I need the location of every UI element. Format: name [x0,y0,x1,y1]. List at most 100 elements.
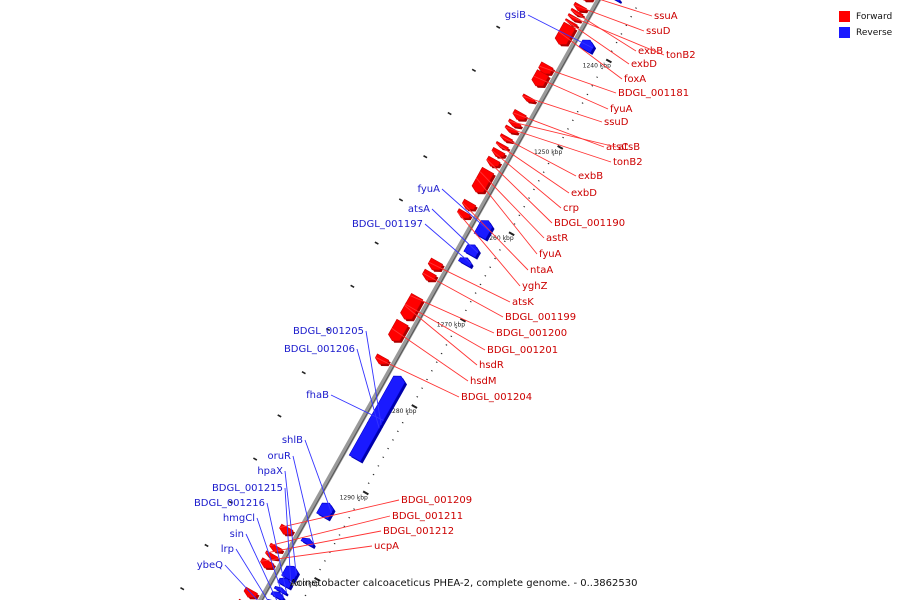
scale-label: 1240 kbp [583,62,611,69]
forward-gene-arrow [570,7,584,17]
scale-label: 1260 kbp [485,235,513,242]
forward-gene-label: BDGL_001209 [401,495,472,506]
forward-label-connector [457,211,521,287]
legend-label-reverse: Reverse [856,27,893,38]
minor-tick [625,24,628,27]
minor-tick [445,344,448,346]
minor-tick [324,560,326,562]
forward-gene-label: BDGL_001212 [383,526,454,537]
major-tick [508,231,515,237]
backbone-line [257,0,602,600]
forward-gene-arrow [461,198,477,210]
legend-label-forward: Forward [856,11,893,22]
reverse-gene-shadow [614,0,623,4]
forward-gene-label: BDGL_001190 [554,218,625,229]
reverse-label-connector [284,487,292,586]
forward-gene-label: fyuA [610,104,633,115]
forward-gene-label: hsdM [470,376,497,387]
reverse-label-connector [365,330,382,425]
reverse-gene-label: oruR [267,451,291,462]
minor-tick [396,430,399,433]
forward-gene-arrow [374,353,390,365]
minor-tick [489,266,492,268]
minor-tick [319,568,321,571]
minor-tick [552,154,555,156]
forward-label-connector [479,171,545,239]
forward-label-connector [375,356,460,398]
reverse-label-connector [284,470,297,576]
reverse-gene-label: fyuA [418,184,441,195]
reverse-swatch [839,27,850,38]
minor-tick [610,50,613,53]
forward-label-connector [422,272,504,318]
minor-tick [620,33,623,35]
reverse-gene-arrow [273,586,287,595]
reverse-gene-label: hmgCl [223,513,255,524]
forward-gene-label: tonB2 [666,50,696,61]
forward-gene-label: atsB [618,142,640,153]
forward-label-connector [279,499,400,528]
minor-tick [513,223,516,225]
forward-gene-arrow [538,61,554,75]
minor-tick [537,179,540,182]
backbone-edge [261,0,601,600]
forward-label-connector [405,303,486,351]
minor-tick [576,110,579,113]
minor-tick [567,128,569,130]
forward-gene-label: crp [563,203,579,214]
forward-label-connector [600,0,653,17]
forward-label-connector [391,328,469,382]
scale-label: 1280 kbp [388,408,416,415]
reverse-gene-label: BDGL_001216 [194,498,265,509]
reverse-gene-label: fhaB [306,390,329,401]
forward-label-connector [462,202,529,271]
genome-backbone [257,0,602,600]
forward-label-connector [570,9,637,52]
minor-tick [377,465,380,467]
minor-tick [440,352,443,355]
reverse-label-connector [256,517,285,599]
minor-tick [615,41,618,44]
forward-gene-arrow [508,118,522,128]
minor-tick [586,93,589,96]
major-tick [314,576,321,582]
reverse-label-connector [245,533,278,600]
forward-label-connector [504,126,612,163]
scale-label: 1250 kbp [534,149,562,156]
minor-tick [499,249,501,251]
minor-tick [528,197,530,199]
forward-label-connector [533,75,609,110]
minor-tick [635,7,637,9]
minor-tick [464,309,467,312]
minor-tick [430,370,433,372]
minor-tick [533,188,535,191]
major-tick [362,490,369,496]
reverse-gene-arrow [463,244,480,259]
minor-tick [401,421,404,424]
forward-gene-label: ssuD [604,117,629,128]
feature-tick [204,543,209,548]
forward-gene-label: ssuA [654,11,678,22]
forward-label-connector [486,159,553,224]
reverse-gene-label: sin [230,529,244,540]
forward-gene-label: exbD [631,59,657,70]
feature-tick [374,241,379,245]
forward-gene-label: ntaA [530,265,553,276]
minor-tick [421,387,424,389]
minor-tick [333,542,336,545]
forward-gene-arrow [531,69,550,87]
minor-tick [367,482,370,484]
forward-gene-label: BDGL_001200 [496,328,567,339]
reverse-gene-label: BDGL_001215 [212,483,283,494]
minor-tick [479,283,482,286]
feature-tick [447,111,452,116]
major-tick [557,145,564,150]
reverse-label-connector [441,188,491,233]
minor-tick [450,335,453,338]
legend: Forward Reverse [839,9,892,41]
minor-tick [523,205,526,208]
minor-tick [387,447,390,450]
major-tick [411,404,418,409]
reverse-gene-label: ybeQ [197,560,223,571]
